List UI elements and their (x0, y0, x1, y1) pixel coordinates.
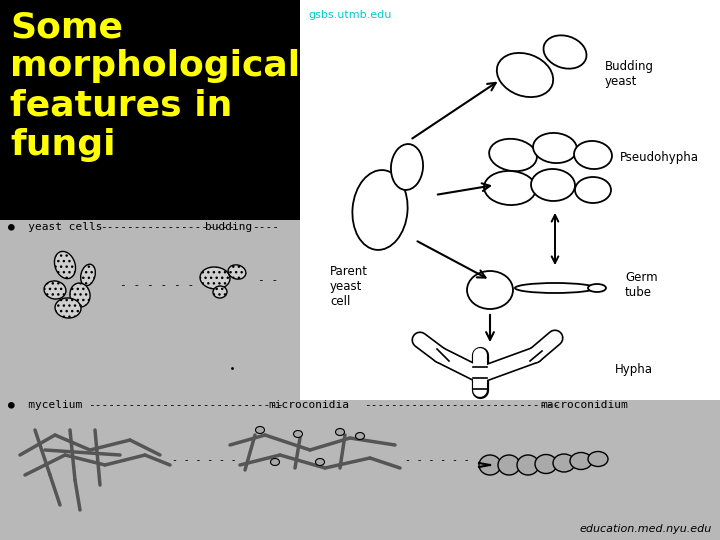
Ellipse shape (352, 170, 408, 250)
Text: macroconidium: macroconidium (540, 400, 628, 410)
Ellipse shape (213, 286, 227, 298)
Ellipse shape (271, 458, 279, 465)
Text: - - - - - -: - - - - - - (120, 280, 194, 290)
Text: --------------------: -------------------- (100, 222, 235, 232)
Ellipse shape (533, 133, 577, 163)
Ellipse shape (497, 53, 553, 97)
Ellipse shape (517, 455, 539, 475)
Ellipse shape (479, 455, 501, 475)
Text: education.med.nyu.edu: education.med.nyu.edu (580, 524, 712, 534)
Text: Pseudohypha: Pseudohypha (620, 152, 699, 165)
FancyBboxPatch shape (300, 0, 720, 400)
Ellipse shape (484, 171, 536, 205)
FancyBboxPatch shape (0, 400, 720, 540)
Text: Hypha: Hypha (615, 363, 653, 376)
Ellipse shape (70, 283, 90, 307)
Ellipse shape (81, 264, 95, 286)
Ellipse shape (44, 281, 66, 299)
Text: - - - - - -: - - - - - - (405, 455, 469, 465)
Ellipse shape (544, 35, 587, 69)
Ellipse shape (256, 427, 264, 434)
Text: Some
morphological
features in
fungi: Some morphological features in fungi (10, 10, 300, 162)
Text: ●  yeast cells: ● yeast cells (8, 222, 102, 232)
Text: - - - - - -: - - - - - - (172, 455, 237, 465)
Ellipse shape (588, 284, 606, 292)
Text: -----------------------------: ----------------------------- (88, 400, 284, 410)
Ellipse shape (467, 271, 513, 309)
Ellipse shape (356, 433, 364, 440)
Ellipse shape (574, 141, 612, 169)
FancyBboxPatch shape (0, 220, 300, 400)
Ellipse shape (228, 265, 246, 279)
Text: microconidia: microconidia (268, 400, 349, 410)
Ellipse shape (570, 453, 592, 469)
Ellipse shape (55, 252, 76, 279)
Ellipse shape (498, 455, 520, 475)
Text: Parent
yeast
cell: Parent yeast cell (330, 265, 368, 308)
Ellipse shape (315, 458, 325, 465)
Ellipse shape (336, 429, 344, 435)
Ellipse shape (489, 139, 537, 171)
FancyBboxPatch shape (0, 0, 300, 220)
Text: -----------------------------: ----------------------------- (364, 400, 559, 410)
Text: Germ
tube: Germ tube (625, 271, 657, 299)
Ellipse shape (55, 298, 81, 318)
Ellipse shape (200, 267, 230, 289)
Text: - -: - - (258, 275, 278, 285)
Ellipse shape (588, 451, 608, 467)
Ellipse shape (294, 430, 302, 437)
Text: budding: budding (205, 222, 252, 232)
Text: Budding
yeast: Budding yeast (605, 60, 654, 88)
Text: ----: ---- (252, 222, 279, 232)
Text: gsbs.utmb.edu: gsbs.utmb.edu (308, 10, 392, 20)
Ellipse shape (553, 454, 575, 472)
Ellipse shape (575, 177, 611, 203)
Ellipse shape (535, 455, 557, 474)
Ellipse shape (391, 144, 423, 190)
Text: ●  mycelium: ● mycelium (8, 400, 82, 410)
Ellipse shape (531, 169, 575, 201)
Ellipse shape (515, 283, 595, 293)
